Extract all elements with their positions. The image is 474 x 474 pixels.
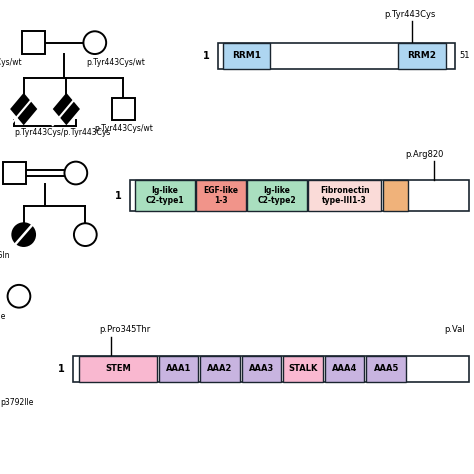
Text: p.Tyr443Cys: p.Tyr443Cys (384, 10, 435, 19)
Text: STALK: STALK (288, 364, 318, 373)
Text: AAA3: AAA3 (249, 364, 274, 373)
Bar (283, 356, 323, 382)
Bar (223, 43, 270, 69)
Text: Ig-like
C2-type2: Ig-like C2-type2 (257, 186, 296, 205)
Text: r443Cys/wt: r443Cys/wt (0, 58, 22, 67)
Text: AAA4: AAA4 (332, 364, 357, 373)
Polygon shape (11, 94, 36, 124)
Bar (112, 98, 135, 120)
Text: p3792Ile: p3792Ile (0, 312, 5, 321)
Text: 51: 51 (460, 51, 470, 60)
Text: AAA1: AAA1 (166, 364, 191, 373)
Bar (242, 356, 281, 382)
Text: p3792Ile: p3792Ile (0, 398, 33, 407)
Text: p.Tyr443Cys/wt: p.Tyr443Cys/wt (94, 124, 153, 133)
Bar (398, 43, 446, 69)
Circle shape (64, 162, 87, 184)
Text: STEM: STEM (105, 364, 131, 373)
Text: EGF-like
1-3: EGF-like 1-3 (203, 186, 238, 205)
Bar (159, 356, 198, 382)
Text: p.Tyr443Cys/wt: p.Tyr443Cys/wt (86, 58, 145, 67)
Circle shape (83, 31, 106, 54)
Bar (325, 356, 365, 382)
Circle shape (8, 285, 30, 308)
Text: p.Pro345Thr: p.Pro345Thr (99, 325, 150, 334)
Text: AAA5: AAA5 (374, 364, 399, 373)
Bar (196, 180, 246, 211)
Circle shape (74, 223, 97, 246)
Text: 1: 1 (203, 51, 210, 61)
Bar (136, 180, 195, 211)
Bar (218, 43, 455, 69)
Text: Ig-like
C2-type1: Ig-like C2-type1 (146, 186, 184, 205)
Bar (3, 162, 26, 184)
Bar (22, 31, 45, 54)
Polygon shape (54, 94, 79, 124)
Bar (73, 356, 469, 382)
Bar (130, 180, 469, 211)
Text: B820Gln: B820Gln (0, 251, 10, 260)
Bar (247, 180, 307, 211)
Bar (383, 180, 408, 211)
Text: AAA2: AAA2 (207, 364, 233, 373)
Bar (200, 356, 240, 382)
Text: p.Arg820: p.Arg820 (405, 150, 444, 159)
Circle shape (12, 223, 35, 246)
Text: 1: 1 (58, 364, 65, 374)
Bar (308, 180, 381, 211)
Text: RRM2: RRM2 (407, 51, 437, 60)
Text: p.Tyr443Cys/p.Tyr443Cys: p.Tyr443Cys/p.Tyr443Cys (14, 128, 110, 137)
Text: RRM1: RRM1 (232, 51, 261, 60)
Bar (366, 356, 406, 382)
Text: Fibronectin
type-III1-3: Fibronectin type-III1-3 (320, 186, 370, 205)
Bar (80, 356, 156, 382)
Text: 1: 1 (115, 191, 122, 201)
Text: p.Val: p.Val (444, 325, 465, 334)
